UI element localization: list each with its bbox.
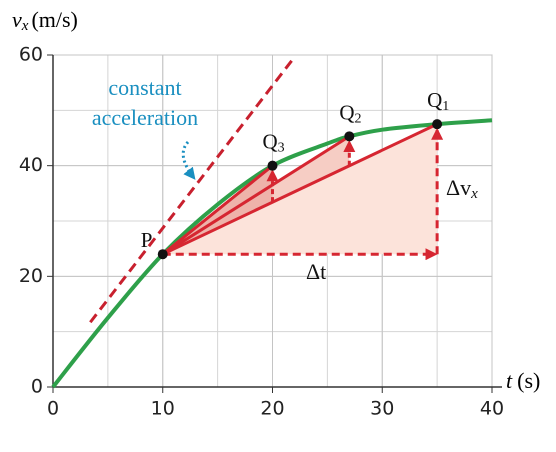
x-tick-label: 10 <box>151 398 175 420</box>
x-tick-label: 0 <box>47 398 59 420</box>
annotation: acceleration <box>92 105 198 130</box>
annotation: constant <box>108 75 181 100</box>
point-label: Q1 <box>427 88 449 114</box>
point <box>344 131 355 142</box>
label-part: (s) <box>517 368 540 393</box>
annotation-arrow <box>181 140 196 180</box>
label-part: (m/s) <box>31 7 77 32</box>
x-axis-label: t (s) <box>506 368 540 393</box>
label-part: 1 <box>442 99 449 114</box>
label-part: v <box>12 7 22 32</box>
y-tick-label: 20 <box>19 265 43 287</box>
label-part: 2 <box>354 112 361 127</box>
label-part: 3 <box>278 141 285 156</box>
label-part: Q <box>263 129 278 153</box>
y-tick-label: 40 <box>19 154 43 176</box>
secant-line <box>162 122 438 256</box>
label-part: Q <box>427 88 442 112</box>
y-tick-label: 0 <box>31 376 43 398</box>
delta-t-label: Δt <box>306 259 326 284</box>
label-part: t <box>506 368 513 393</box>
point-label: Q2 <box>339 100 361 126</box>
label-part: P <box>141 228 153 252</box>
label-part: Q <box>339 100 354 124</box>
point-label: P <box>141 228 153 252</box>
x-tick-label: 20 <box>260 398 284 420</box>
x-tick-label: 40 <box>480 398 504 420</box>
secant-line <box>161 135 351 256</box>
x-tick-label: 30 <box>370 398 394 420</box>
y-tick-label: 60 <box>19 44 43 66</box>
point-label: Q3 <box>263 129 285 155</box>
velocity-curve <box>51 118 493 389</box>
label-part: Δv <box>446 175 471 200</box>
point <box>157 249 168 260</box>
tangent-line <box>89 59 294 324</box>
y-axis-label: vx (m/s) <box>12 7 78 34</box>
label-part: x <box>470 186 478 202</box>
secant-line <box>161 164 274 256</box>
point <box>267 160 278 171</box>
label-part: x <box>21 18 29 34</box>
delta-v-label: Δvx <box>446 175 478 202</box>
point <box>432 119 443 130</box>
